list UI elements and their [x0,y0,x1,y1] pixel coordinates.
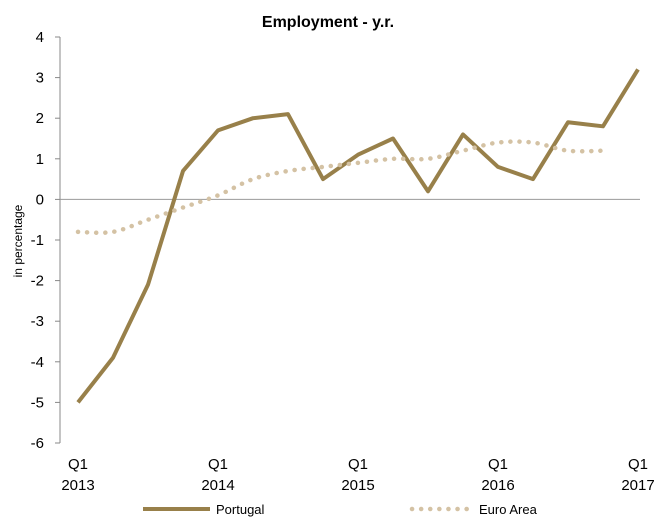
y-axis-label: in percentage [11,204,25,277]
data-point-portugal [113,357,114,358]
data-point-portugal [78,402,79,403]
y-tick-label: -5 [31,394,44,411]
data-point-euro-area [393,158,394,159]
data-point-portugal [428,191,429,192]
x-tick-label-year: 2013 [61,477,94,494]
data-point-euro-area [603,150,604,151]
data-point-euro-area [428,158,429,159]
x-tick-label-quarter: Q1 [208,456,228,473]
legend: Portugal Euro Area [143,502,538,517]
data-point-euro-area [463,150,464,151]
data-point-portugal [253,118,254,119]
data-point-euro-area [253,179,254,180]
x-tick-label-year: 2014 [201,477,234,494]
data-point-euro-area [498,142,499,143]
data-point-euro-area [533,142,534,143]
data-point-portugal [288,114,289,115]
series-lines [75,68,640,404]
y-tick-labels: 4 3 2 1 0 -1 -2 -3 -4 -5 -6 [31,29,44,452]
data-point-euro-area [288,170,289,171]
y-tick-label: -6 [31,435,44,452]
data-point-portugal [323,179,324,180]
x-tick-label-year: 2017 [621,477,654,494]
data-point-portugal [638,69,639,70]
data-point-euro-area [113,231,114,232]
y-tick-label: 3 [36,70,44,87]
x-tick-label-quarter: Q1 [488,456,508,473]
data-point-portugal [603,126,604,127]
data-point-euro-area [183,207,184,208]
series-line-euro-area [75,139,606,236]
data-point-portugal [183,170,184,171]
series-line-portugal [76,68,640,404]
data-point-portugal [533,179,534,180]
x-tick-label-quarter: Q1 [68,456,88,473]
data-point-portugal [498,166,499,167]
x-tick-label-year: 2015 [341,477,374,494]
y-tick-label: 4 [36,29,44,46]
y-tick-label: 0 [36,191,44,208]
data-point-portugal [393,138,394,139]
data-point-portugal [218,130,219,131]
y-tick-label: -4 [31,354,44,371]
x-tick-label-quarter: Q1 [348,456,368,473]
y-tick-label: 1 [36,151,44,168]
data-point-portugal [358,154,359,155]
legend-label-portugal: Portugal [216,502,265,517]
y-tick-label: 2 [36,110,44,127]
axes [55,36,640,444]
data-point-portugal [148,284,149,285]
data-point-euro-area [78,231,79,232]
data-point-euro-area [218,195,219,196]
y-tick-label: -2 [31,273,44,290]
x-tick-label-quarter: Q1 [628,456,648,473]
data-point-euro-area [568,150,569,151]
chart-title: Employment - y.r. [262,14,394,31]
data-point-euro-area [358,162,359,163]
y-tick-label: -1 [31,232,44,249]
data-point-euro-area [323,166,324,167]
data-point-portugal [463,134,464,135]
y-tick-label: -3 [31,313,44,330]
data-point-portugal [568,122,569,123]
x-tick-label-year: 2016 [481,477,514,494]
legend-label-euro-area: Euro Area [479,502,538,517]
x-tick-labels: Q1 2013 Q1 2014 Q1 2015 Q1 2016 Q1 2017 [61,456,654,494]
data-point-euro-area [148,219,149,220]
